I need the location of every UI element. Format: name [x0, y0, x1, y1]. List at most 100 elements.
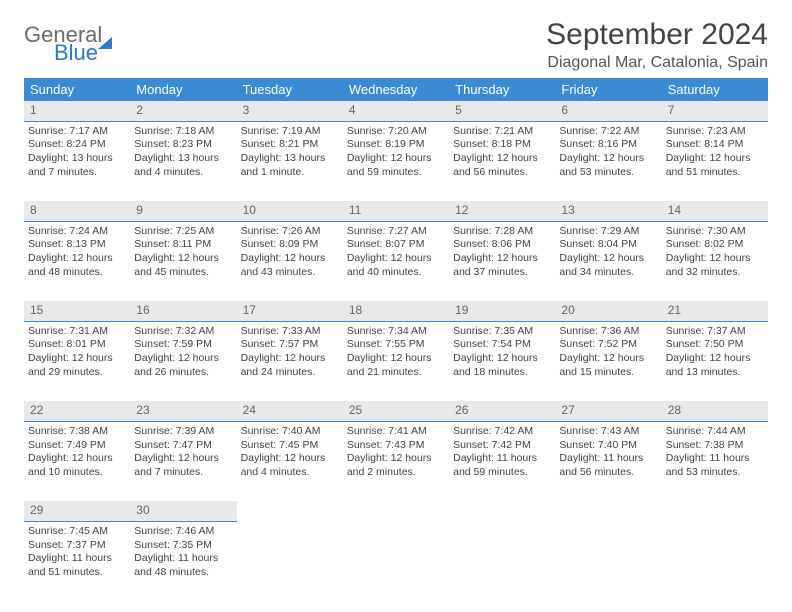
day-cell: Sunrise: 7:43 AMSunset: 7:40 PMDaylight:… [555, 421, 661, 501]
daylight-text: Daylight: 12 hours [453, 152, 551, 166]
daylight-text: Daylight: 12 hours [347, 252, 445, 266]
sunset-text: Sunset: 7:40 PM [559, 439, 657, 453]
day-cell: Sunrise: 7:40 AMSunset: 7:45 PMDaylight:… [237, 421, 343, 501]
day-cell: Sunrise: 7:31 AMSunset: 8:01 PMDaylight:… [24, 321, 130, 401]
daylight-text: Daylight: 12 hours [347, 452, 445, 466]
sunset-text: Sunset: 7:54 PM [453, 338, 551, 352]
sunrise-text: Sunrise: 7:44 AM [666, 425, 764, 439]
sunset-text: Sunset: 8:16 PM [559, 138, 657, 152]
daylight-text: Daylight: 11 hours [453, 452, 551, 466]
day-cell: Sunrise: 7:38 AMSunset: 7:49 PMDaylight:… [24, 421, 130, 501]
sunrise-text: Sunrise: 7:27 AM [347, 225, 445, 239]
sunset-text: Sunset: 7:50 PM [666, 338, 764, 352]
day-number: 7 [662, 101, 768, 121]
daylight-text: Daylight: 11 hours [666, 452, 764, 466]
day-cell: Sunrise: 7:46 AMSunset: 7:35 PMDaylight:… [130, 521, 236, 601]
daylight-text: Daylight: 13 hours [241, 152, 339, 166]
day-cell: Sunrise: 7:19 AMSunset: 8:21 PMDaylight:… [237, 121, 343, 201]
sunrise-text: Sunrise: 7:25 AM [134, 225, 232, 239]
day-number: 18 [343, 301, 449, 321]
sunrise-text: Sunrise: 7:29 AM [559, 225, 657, 239]
week-row: Sunrise: 7:38 AMSunset: 7:49 PMDaylight:… [24, 421, 768, 501]
daylight-text: and 29 minutes. [28, 366, 126, 380]
sunrise-text: Sunrise: 7:18 AM [134, 125, 232, 139]
sunrise-text: Sunrise: 7:34 AM [347, 325, 445, 339]
day-cell: Sunrise: 7:26 AMSunset: 8:09 PMDaylight:… [237, 221, 343, 301]
header: General Blue September 2024 Diagonal Mar… [24, 18, 768, 72]
sunrise-text: Sunrise: 7:30 AM [666, 225, 764, 239]
daylight-text: and 24 minutes. [241, 366, 339, 380]
daylight-text: and 21 minutes. [347, 366, 445, 380]
daylight-text: Daylight: 12 hours [559, 152, 657, 166]
daylight-text: Daylight: 12 hours [134, 352, 232, 366]
day-cell: Sunrise: 7:25 AMSunset: 8:11 PMDaylight:… [130, 221, 236, 301]
arrow-icon [98, 12, 112, 49]
daylight-text: and 7 minutes. [134, 466, 232, 480]
day-cell: Sunrise: 7:41 AMSunset: 7:43 PMDaylight:… [343, 421, 449, 501]
day-cell: Sunrise: 7:32 AMSunset: 7:59 PMDaylight:… [130, 321, 236, 401]
day-cell: Sunrise: 7:37 AMSunset: 7:50 PMDaylight:… [662, 321, 768, 401]
sunset-text: Sunset: 7:37 PM [28, 539, 126, 553]
day-number: 8 [24, 201, 130, 221]
daynum-row: 2930 [24, 501, 768, 521]
daylight-text: Daylight: 11 hours [134, 552, 232, 566]
day-cell [237, 521, 343, 601]
day-cell: Sunrise: 7:33 AMSunset: 7:57 PMDaylight:… [237, 321, 343, 401]
day-cell: Sunrise: 7:36 AMSunset: 7:52 PMDaylight:… [555, 321, 661, 401]
day-cell: Sunrise: 7:28 AMSunset: 8:06 PMDaylight:… [449, 221, 555, 301]
daylight-text: Daylight: 12 hours [559, 252, 657, 266]
day-number: 22 [24, 401, 130, 421]
sunrise-text: Sunrise: 7:28 AM [453, 225, 551, 239]
sunrise-text: Sunrise: 7:42 AM [453, 425, 551, 439]
sunset-text: Sunset: 7:47 PM [134, 439, 232, 453]
sunrise-text: Sunrise: 7:37 AM [666, 325, 764, 339]
day-cell [662, 521, 768, 601]
sunset-text: Sunset: 8:13 PM [28, 238, 126, 252]
daylight-text: and 10 minutes. [28, 466, 126, 480]
sunrise-text: Sunrise: 7:46 AM [134, 525, 232, 539]
day-number: 2 [130, 101, 236, 121]
sunrise-text: Sunrise: 7:40 AM [241, 425, 339, 439]
sunrise-text: Sunrise: 7:20 AM [347, 125, 445, 139]
day-cell: Sunrise: 7:39 AMSunset: 7:47 PMDaylight:… [130, 421, 236, 501]
sunrise-text: Sunrise: 7:21 AM [453, 125, 551, 139]
day-number: 5 [449, 101, 555, 121]
day-cell: Sunrise: 7:21 AMSunset: 8:18 PMDaylight:… [449, 121, 555, 201]
day-number [662, 501, 768, 521]
day-cell: Sunrise: 7:20 AMSunset: 8:19 PMDaylight:… [343, 121, 449, 201]
sunset-text: Sunset: 7:59 PM [134, 338, 232, 352]
daylight-text: Daylight: 11 hours [559, 452, 657, 466]
day-cell: Sunrise: 7:42 AMSunset: 7:42 PMDaylight:… [449, 421, 555, 501]
daylight-text: and 34 minutes. [559, 266, 657, 280]
sunset-text: Sunset: 7:35 PM [134, 539, 232, 553]
sunrise-text: Sunrise: 7:33 AM [241, 325, 339, 339]
day-cell: Sunrise: 7:30 AMSunset: 8:02 PMDaylight:… [662, 221, 768, 301]
day-number: 19 [449, 301, 555, 321]
week-row: Sunrise: 7:31 AMSunset: 8:01 PMDaylight:… [24, 321, 768, 401]
daylight-text: Daylight: 12 hours [241, 352, 339, 366]
day-number: 17 [237, 301, 343, 321]
daylight-text: Daylight: 12 hours [347, 352, 445, 366]
sunset-text: Sunset: 8:06 PM [453, 238, 551, 252]
day-cell: Sunrise: 7:29 AMSunset: 8:04 PMDaylight:… [555, 221, 661, 301]
daylight-text: and 15 minutes. [559, 366, 657, 380]
daylight-text: and 48 minutes. [28, 266, 126, 280]
day-number [343, 501, 449, 521]
day-cell [555, 521, 661, 601]
day-number: 15 [24, 301, 130, 321]
weekday-header: Tuesday [237, 78, 343, 101]
day-number: 30 [130, 501, 236, 521]
sunrise-text: Sunrise: 7:36 AM [559, 325, 657, 339]
day-number: 9 [130, 201, 236, 221]
daynum-row: 22232425262728 [24, 401, 768, 421]
day-number: 21 [662, 301, 768, 321]
sunset-text: Sunset: 8:02 PM [666, 238, 764, 252]
daylight-text: and 32 minutes. [666, 266, 764, 280]
sunrise-text: Sunrise: 7:35 AM [453, 325, 551, 339]
sunset-text: Sunset: 8:21 PM [241, 138, 339, 152]
daylight-text: and 59 minutes. [347, 166, 445, 180]
daylight-text: and 56 minutes. [453, 166, 551, 180]
daylight-text: and 53 minutes. [559, 166, 657, 180]
daylight-text: Daylight: 12 hours [134, 252, 232, 266]
day-number [449, 501, 555, 521]
